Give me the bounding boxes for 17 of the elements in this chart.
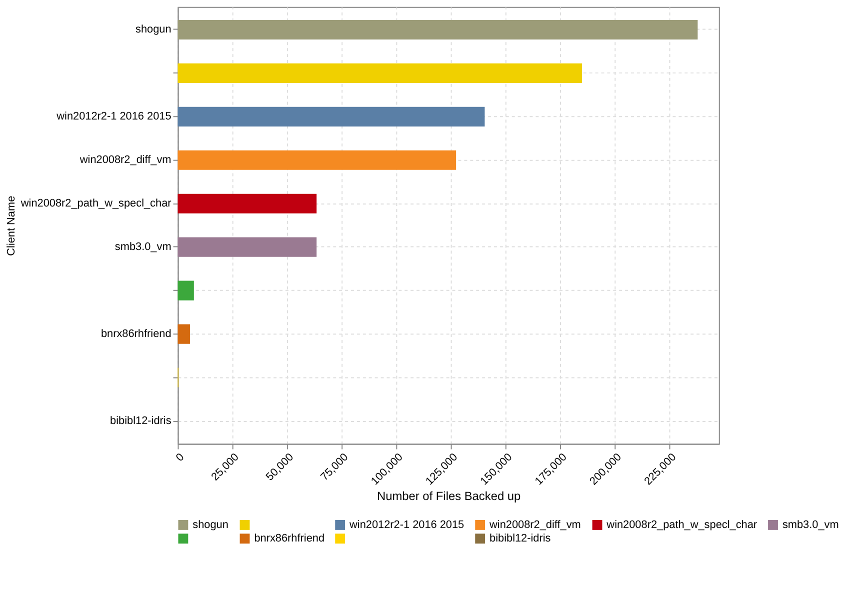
y-tick-label: shogun <box>136 24 172 36</box>
legend-label: win2012r2-1 2016 2015 <box>348 518 464 531</box>
y-axis-title: Client Name <box>6 196 18 256</box>
y-tick-label: win2008r2_diff_vm <box>78 154 172 166</box>
legend-label: bnrx86rhfriend <box>254 532 325 545</box>
legend-label: win2008r2_path_w_specl_char <box>606 518 758 531</box>
x-tick-label: 0 <box>174 451 187 464</box>
y-tick-label: bibibl12-idris <box>110 414 172 427</box>
y-tick-label: win2012r2-1 2016 2015 <box>56 110 172 123</box>
y-tick-label: bnrx86rhfriend <box>100 328 172 340</box>
x-axis-title: Number of Files Backed up <box>377 488 521 503</box>
legend-label: shogun <box>192 518 228 531</box>
legend-label: bibibl12-idris <box>490 532 552 545</box>
y-tick-label: win2008r2_path_w_specl_char <box>20 198 172 210</box>
legend-label: win2008r2_diff_vm <box>488 518 581 531</box>
legend-label: smb3.0_vm <box>782 518 839 531</box>
y-tick-label: smb3.0_vm <box>114 241 172 254</box>
